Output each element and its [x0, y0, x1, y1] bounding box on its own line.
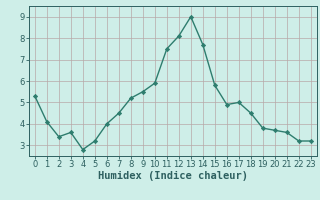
X-axis label: Humidex (Indice chaleur): Humidex (Indice chaleur) — [98, 171, 248, 181]
